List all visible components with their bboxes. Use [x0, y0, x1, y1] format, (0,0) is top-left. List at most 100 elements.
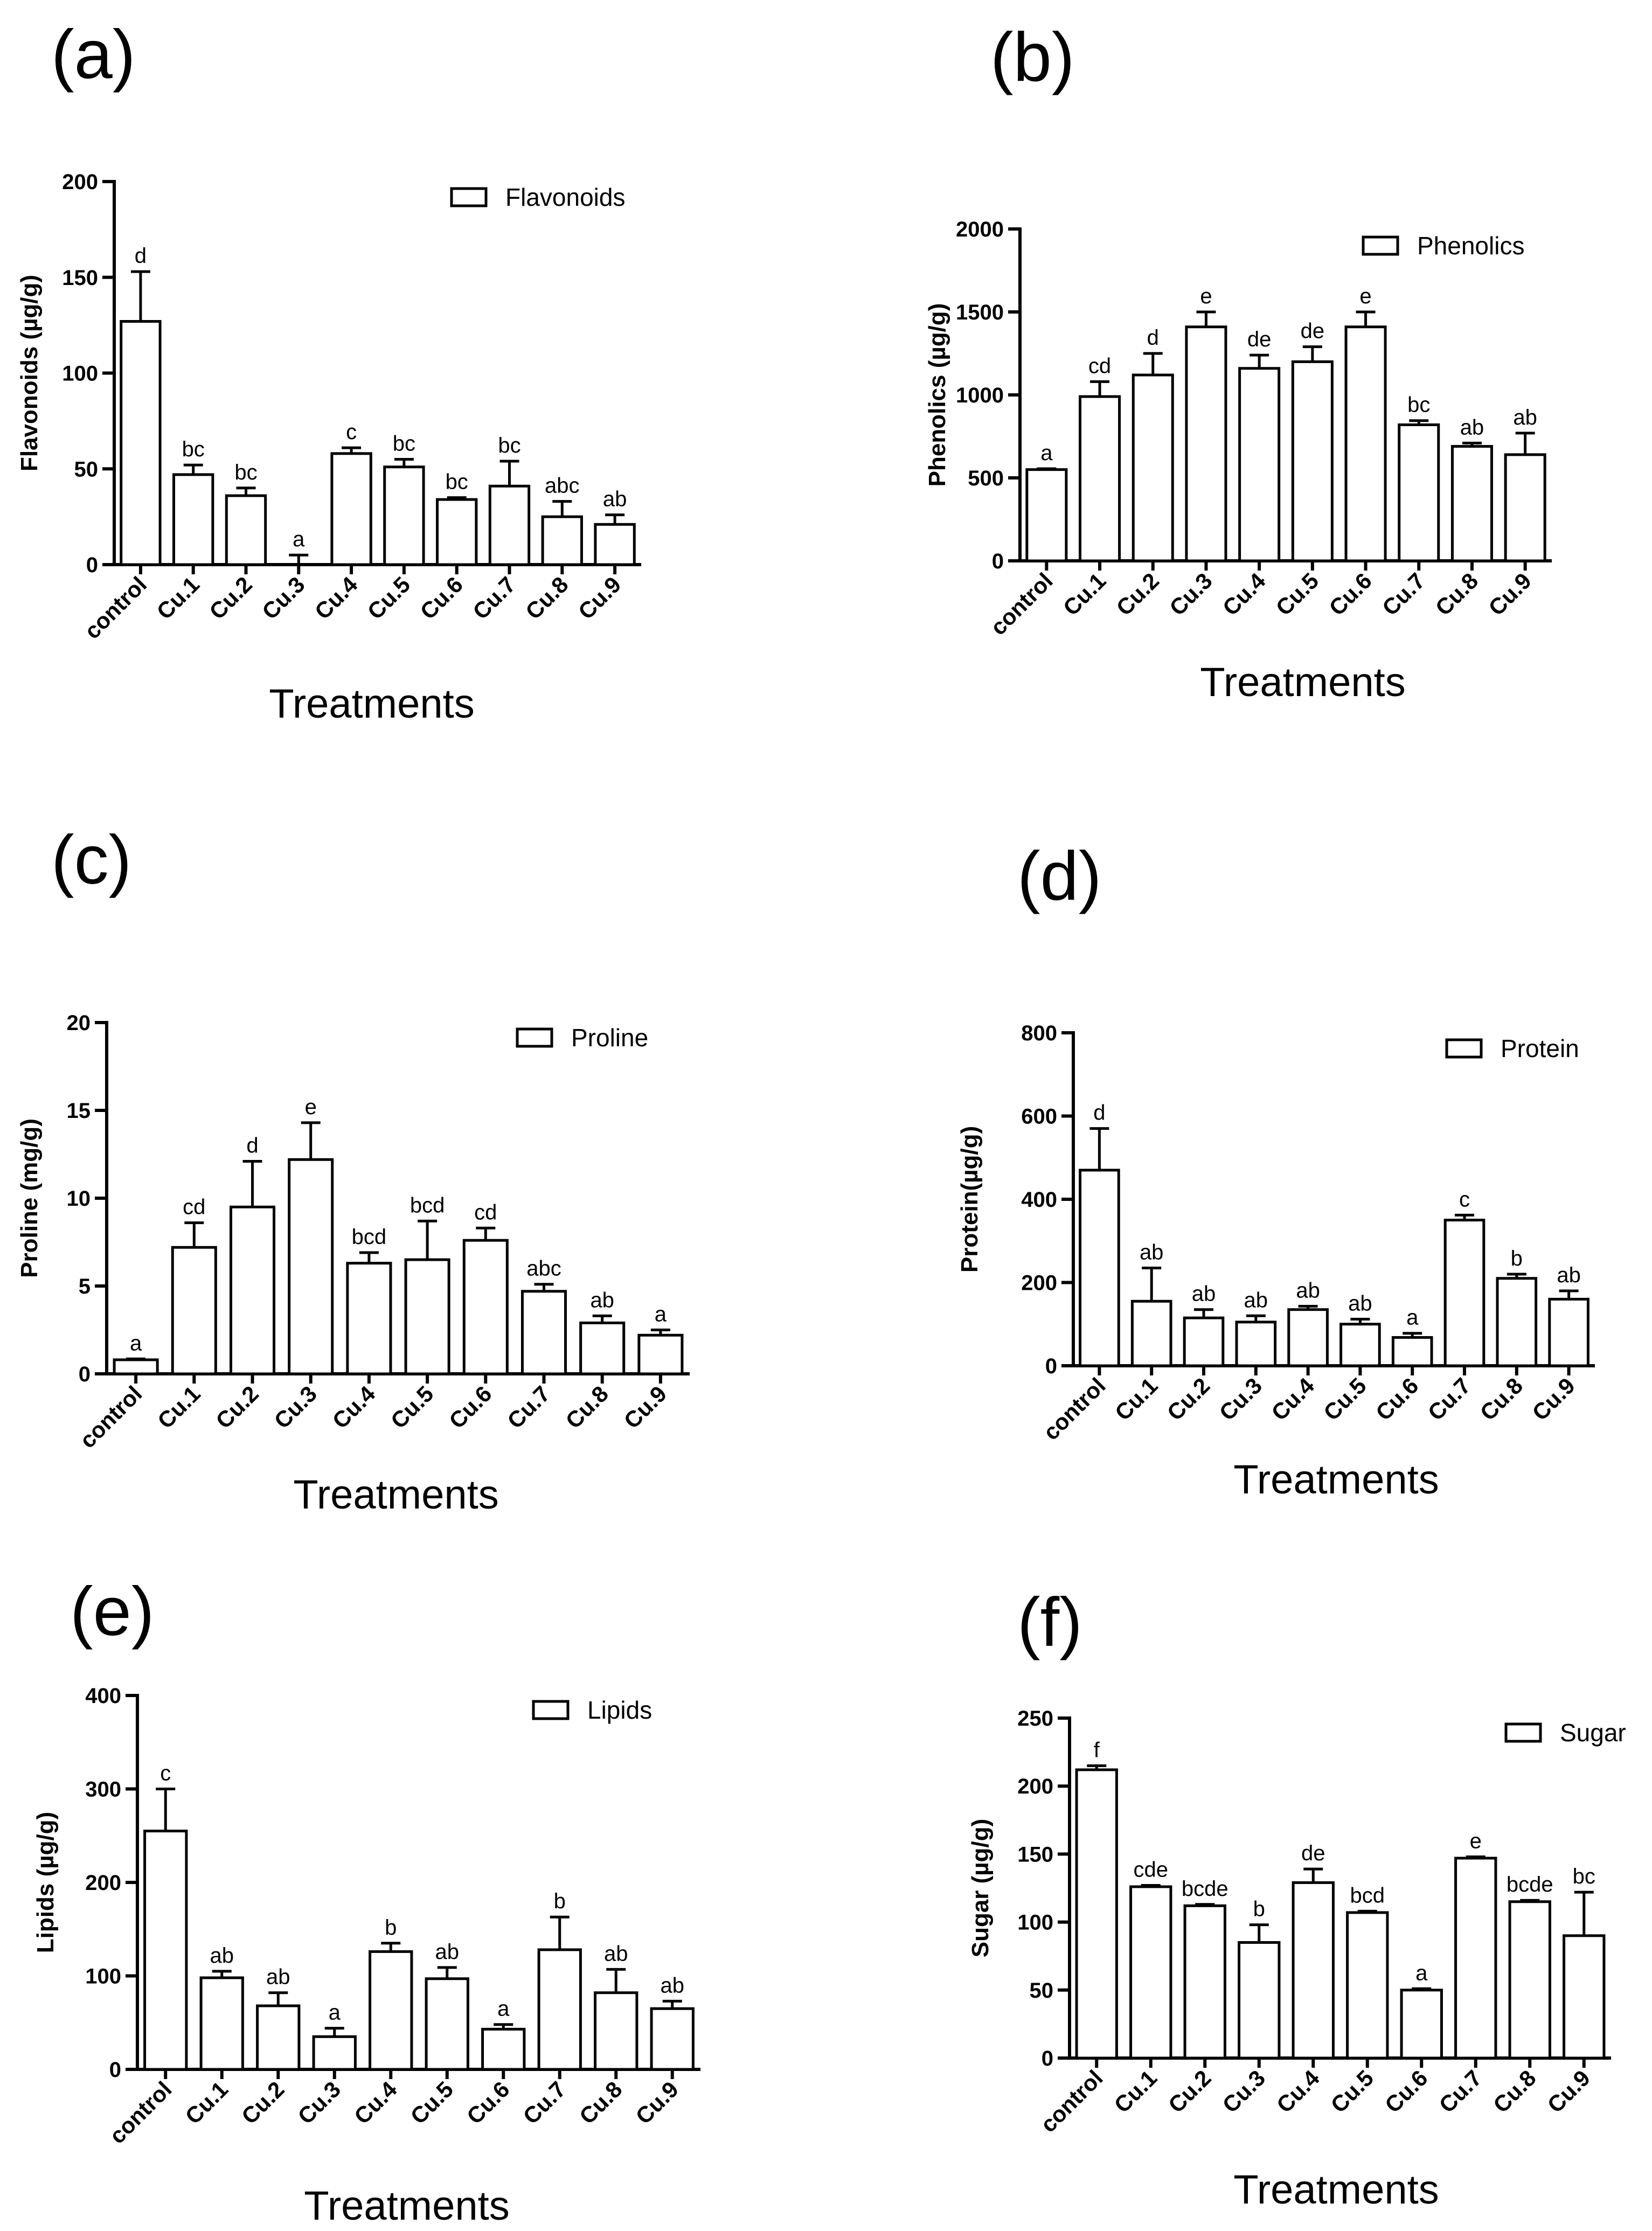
- bar-cu3: [312, 2035, 357, 2071]
- x-tick-label: Cu.5: [363, 572, 415, 624]
- y-tick-label: 400: [85, 1684, 121, 1708]
- y-tick-label: 500: [968, 467, 1004, 490]
- y-tick-label: 600: [1021, 1105, 1057, 1129]
- bar-cu4: [346, 1262, 392, 1375]
- x-tick-label: Cu.5: [1318, 1373, 1371, 1426]
- y-tick-label: 5: [79, 1275, 91, 1298]
- x-tick-label: Cu.1: [1058, 568, 1111, 621]
- x-tick-label: Cu.7: [468, 572, 520, 624]
- significance-label: bc: [1407, 393, 1430, 417]
- bar-cu2: [256, 2004, 301, 2071]
- significance-label: ab: [266, 1965, 290, 1989]
- legend-swatch: [1362, 235, 1399, 256]
- x-tick-label: Cu.6: [444, 1381, 497, 1434]
- x-tick-label: Cu.2: [237, 2076, 289, 2129]
- bar-cu5: [1346, 1911, 1389, 2060]
- bar-cu3: [288, 1158, 334, 1375]
- bar-cu6: [462, 1239, 509, 1375]
- significance-label: de: [1301, 319, 1325, 343]
- y-axis-label: Sugar (µg/g): [967, 1819, 994, 1958]
- bar-cu8: [1496, 1277, 1538, 1367]
- x-tick-label: Cu.5: [1326, 2065, 1379, 2118]
- significance-label: d: [246, 1134, 258, 1158]
- y-tick-label: 250: [1017, 1707, 1053, 1730]
- x-axis-label: Treatments: [1200, 659, 1406, 705]
- x-tick-label: Cu.9: [1483, 568, 1536, 621]
- significance-label: cde: [1134, 1858, 1169, 1881]
- x-tick-label: Cu.6: [462, 2076, 515, 2129]
- chart-panel-6: (f) 0 50 100 150 200 250 Sugar (µg/g) f control cd…: [967, 1584, 1626, 2213]
- legend-swatch: [1445, 1038, 1483, 1059]
- y-tick-label: 150: [1017, 1843, 1053, 1866]
- significance-label: ab: [1557, 1263, 1581, 1287]
- bar-cu7: [488, 484, 531, 566]
- bar-cu1: [1129, 1885, 1172, 2060]
- bar-cu7: [520, 1290, 567, 1375]
- legend-swatch: [516, 1027, 553, 1048]
- bar-cu6: [1400, 1989, 1443, 2060]
- y-tick-label: 200: [62, 170, 98, 194]
- bar-control: [1075, 1768, 1118, 2060]
- significance-label: d: [1147, 326, 1159, 350]
- panel-label: (c): [51, 822, 131, 899]
- y-tick-label: 50: [1030, 1979, 1054, 2003]
- x-tick-label: Cu.7: [1377, 568, 1430, 621]
- significance-label: ab: [1244, 1288, 1268, 1312]
- significance-label: bc: [498, 434, 520, 457]
- significance-label: abc: [545, 474, 580, 498]
- significance-label: ab: [1460, 415, 1484, 439]
- x-tick-label: Cu.7: [518, 2076, 571, 2129]
- chart-panel-3: (c) 0 5 10 15 20 Proline (mg/g) a control cd Cu.1 d…: [16, 822, 690, 1518]
- x-axis-label: Treatments: [304, 2183, 510, 2229]
- y-tick-label: 0: [86, 553, 98, 577]
- y-tick-label: 15: [67, 1099, 91, 1123]
- x-axis-label: Treatments: [1233, 1457, 1439, 1503]
- bar-cu1: [1130, 1299, 1172, 1367]
- x-tick-label: Cu.6: [415, 572, 468, 624]
- significance-label: a: [497, 1997, 510, 2021]
- x-tick-label: Cu.2: [204, 572, 257, 624]
- significance-label: d: [1093, 1101, 1105, 1125]
- bar-cu8: [579, 1321, 626, 1375]
- significance-label: c: [160, 1762, 171, 1785]
- panel-label: (b): [990, 19, 1074, 96]
- bar-cu2: [1132, 373, 1174, 562]
- x-tick-label: Cu.4: [1266, 1373, 1319, 1426]
- y-tick-label: 1500: [956, 301, 1004, 324]
- y-tick-label: 2000: [956, 218, 1004, 241]
- significance-label: b: [1253, 1898, 1265, 1921]
- bar-cu8: [541, 515, 583, 566]
- x-axis-label: Treatments: [293, 1472, 499, 1518]
- significance-label: bc: [446, 470, 468, 494]
- bar-cu9: [594, 523, 636, 566]
- bar-cu3: [1235, 1320, 1277, 1367]
- x-tick-label: Cu.1: [151, 572, 204, 624]
- x-tick-label: Cu.8: [1475, 1373, 1528, 1426]
- x-tick-label: control: [1038, 1373, 1110, 1445]
- x-axis-label: Treatments: [1233, 2167, 1439, 2213]
- y-tick-label: 100: [85, 1965, 121, 1989]
- legend-swatch: [532, 1700, 570, 1720]
- x-tick-label: Cu.5: [406, 2076, 459, 2129]
- significance-label: a: [1040, 441, 1053, 465]
- bar-cu4: [1292, 1881, 1335, 2060]
- x-tick-label: control: [105, 2076, 177, 2149]
- bar-cu1: [172, 473, 214, 566]
- significance-label: a: [293, 527, 305, 551]
- x-tick-label: Cu.5: [1271, 568, 1324, 621]
- x-tick-label: Cu.3: [257, 572, 310, 624]
- y-tick-label: 200: [1021, 1271, 1057, 1295]
- bar-cu4: [330, 452, 372, 566]
- significance-label: c: [1459, 1187, 1470, 1211]
- x-tick-label: Cu.4: [328, 1381, 380, 1434]
- x-tick-label: Cu.1: [181, 2076, 233, 2129]
- y-tick-label: 10: [67, 1187, 91, 1211]
- bar-cu3: [1185, 325, 1227, 562]
- bar-cu4: [1238, 367, 1281, 562]
- significance-label: a: [130, 1331, 142, 1355]
- legend-swatch: [450, 187, 488, 207]
- significance-label: e: [305, 1095, 317, 1119]
- significance-label: bc: [1573, 1865, 1595, 1888]
- x-tick-label: Cu.9: [631, 2076, 684, 2129]
- significance-label: ab: [604, 1942, 628, 1965]
